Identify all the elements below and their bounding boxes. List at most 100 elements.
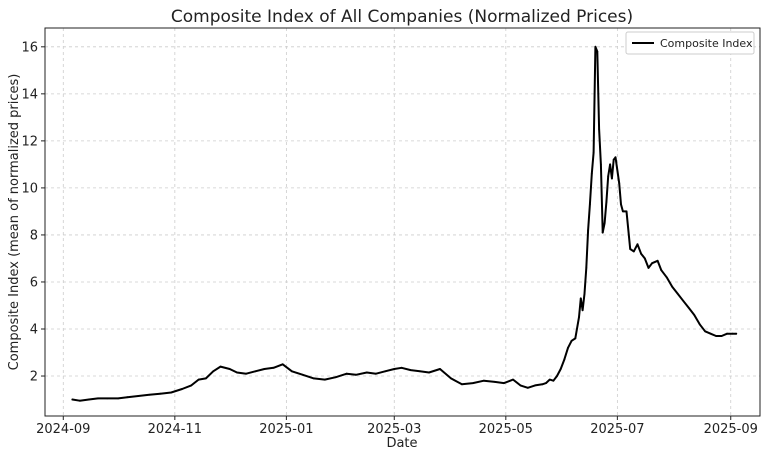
data-point <box>603 222 606 225</box>
data-point <box>117 397 119 400</box>
data-point <box>272 366 275 369</box>
data-point <box>439 368 441 370</box>
data-point <box>393 368 396 370</box>
data-point <box>301 373 304 376</box>
data-point <box>450 377 452 380</box>
data-point <box>629 248 632 250</box>
data-point <box>503 382 505 384</box>
y-tick-label: 8 <box>30 228 38 243</box>
data-point <box>640 252 642 255</box>
data-point <box>579 297 582 300</box>
data-point <box>709 332 712 335</box>
data-point <box>682 299 685 302</box>
data-point <box>581 309 584 312</box>
data-point <box>600 163 602 166</box>
data-point <box>614 156 617 159</box>
data-point <box>643 257 646 260</box>
data-point <box>620 203 622 206</box>
x-axis-ticks: 2024-09 2024-11 2025-01 2025-03 2025-05 2025-… <box>36 416 758 437</box>
y-tick-label: 2 <box>30 370 38 385</box>
data-point <box>365 371 368 374</box>
data-point <box>541 383 544 386</box>
series-layer <box>71 45 738 402</box>
data-point <box>559 368 562 370</box>
data-point <box>601 231 604 234</box>
data-point <box>548 378 551 381</box>
legend-box <box>625 31 755 55</box>
data-point <box>609 163 611 166</box>
data-point <box>148 393 151 396</box>
data-point <box>78 399 81 402</box>
y-tick-label: 12 <box>21 134 38 149</box>
data-point <box>512 378 514 381</box>
data-point <box>656 259 659 262</box>
data-point <box>323 378 326 381</box>
data-point <box>106 397 109 400</box>
x-axis-label: Date <box>386 436 417 451</box>
data-point <box>636 243 639 246</box>
chart-title: Composite Index of All Companies (Normal… <box>171 7 633 27</box>
data-point <box>651 262 653 265</box>
x-tick-label: 2025-01 <box>259 422 313 437</box>
data-point <box>375 372 377 375</box>
data-point <box>126 396 129 399</box>
data-point <box>726 332 728 335</box>
data-point <box>605 201 608 203</box>
data-point <box>567 346 569 349</box>
data-point <box>519 384 522 387</box>
data-point <box>71 398 74 401</box>
data-point <box>263 368 266 370</box>
y-tick-label: 16 <box>21 40 38 55</box>
x-tick-label: 2025-07 <box>590 422 644 437</box>
data-point <box>205 377 207 380</box>
data-point <box>88 398 90 401</box>
data-point <box>219 365 222 368</box>
data-point <box>647 267 650 269</box>
data-point <box>291 370 293 373</box>
legend: Composite Index <box>625 31 755 55</box>
data-point <box>598 128 600 131</box>
data-point <box>461 383 463 386</box>
x-tick-label: 2025-09 <box>704 422 758 437</box>
data-point <box>254 370 257 373</box>
data-point <box>428 371 430 374</box>
data-point <box>612 158 615 161</box>
data-point <box>556 375 558 377</box>
data-point <box>594 45 597 48</box>
data-point <box>419 370 421 373</box>
data-point <box>578 316 580 319</box>
data-point <box>611 177 613 180</box>
data-point <box>159 392 162 395</box>
data-point <box>563 358 566 361</box>
data-point <box>281 363 284 366</box>
series-line-composite-index <box>71 45 738 402</box>
data-point <box>587 229 589 232</box>
data-point <box>170 391 173 394</box>
y-tick-label: 14 <box>21 87 38 102</box>
data-point <box>197 378 200 381</box>
data-point <box>731 332 734 335</box>
data-point <box>400 366 403 369</box>
data-point <box>618 182 621 185</box>
data-point <box>596 50 599 53</box>
x-tick-label: 2024-11 <box>148 422 202 437</box>
data-point <box>345 372 348 375</box>
data-point <box>97 397 99 400</box>
legend-label-composite-index: Composite Index <box>660 37 753 50</box>
data-point <box>355 373 357 376</box>
data-point <box>552 379 555 382</box>
data-point <box>687 306 690 309</box>
data-point <box>493 381 496 383</box>
data-point <box>245 372 248 375</box>
data-point <box>384 370 386 373</box>
data-point <box>334 376 337 379</box>
data-point <box>137 395 140 397</box>
x-tick-label: 2024-09 <box>36 422 90 437</box>
data-point <box>545 382 547 384</box>
x-tick-label: 2025-05 <box>479 422 533 437</box>
y-tick-label: 6 <box>30 275 38 290</box>
data-point <box>526 386 529 389</box>
data-point <box>735 332 738 335</box>
data-point <box>190 384 193 387</box>
data-point <box>660 269 663 272</box>
